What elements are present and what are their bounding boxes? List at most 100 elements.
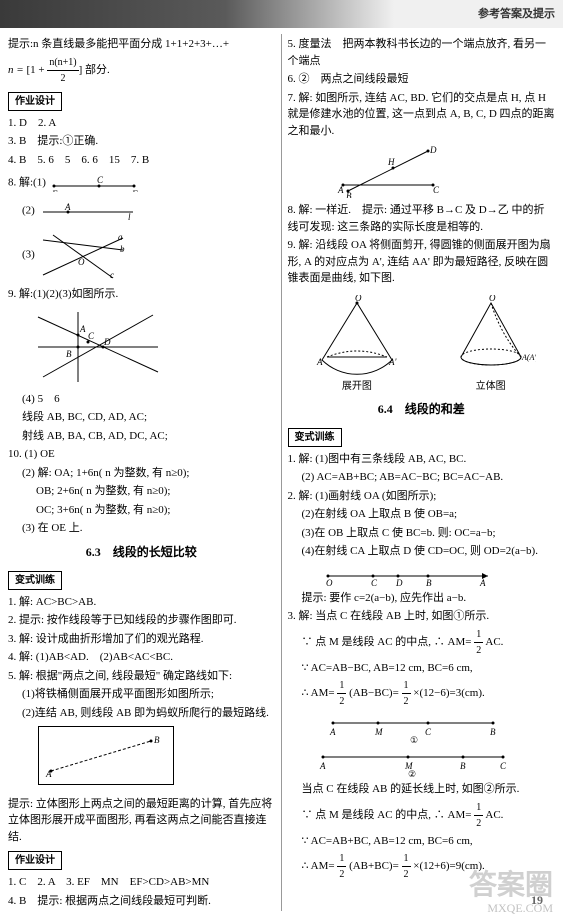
- svg-text:O: O: [355, 295, 362, 303]
- svg-text:B: B: [426, 578, 432, 586]
- answer-9: 9. 解:(1)(2)(3)如图所示.: [8, 286, 275, 303]
- r2-tip: 提示: 要作 c=2(a−b), 应先作出 a−b.: [288, 590, 556, 607]
- svg-text:O: O: [489, 295, 496, 303]
- svg-text:c: c: [110, 270, 114, 280]
- svg-text:l: l: [128, 212, 131, 220]
- svg-text:O: O: [78, 257, 85, 267]
- page-header: 参考答案及提示: [0, 0, 563, 28]
- r3-3: ∵ AC=AB−BC, AB=12 cm, BC=6 cm,: [288, 660, 556, 677]
- bs-5-2: (2)连结 AB, 则线段 AB 即为蚂蚁所爬行的最短路线.: [8, 705, 275, 722]
- answer-1-2: 1. D 2. A: [8, 115, 275, 132]
- answer-8-3: (3) a b c O: [8, 226, 275, 284]
- r2-2: (2)在射线 OA 上取点 B 使 OB=a;: [288, 506, 556, 523]
- svg-text:A: A: [45, 769, 52, 778]
- figure-ant-box: A B: [38, 726, 174, 785]
- figure-8-2: A l: [38, 202, 138, 220]
- svg-text:A: A: [316, 357, 323, 367]
- answer-9-4: (4) 5 6: [8, 391, 275, 408]
- cone-figures: O A A' 展开图 O A(A') 立体图: [288, 291, 556, 394]
- content-wrapper: 提示:n 条直线最多能把平面分成 1+1+2+3+…+ n = [1 + n(n…: [0, 28, 563, 917]
- section-label-variant2: 变式训练: [288, 428, 342, 447]
- r3-6-line: ∵ 点 M 是线段 AC 的中点, ∴ AM= 12 AC.: [288, 800, 556, 831]
- r3-8-line: ∴ AM= 12 (AB+BC)= 12 ×(12+6)=9(cm).: [288, 851, 556, 882]
- bs-tip: 提示: 立体图形上两点之间的最短距离的计算, 首先应将立体图形展开成平面图形, …: [8, 796, 275, 846]
- r8: 8. 解: 一样近. 提示: 通过平移 B→C 及 D→乙 中的折线可发现: 这…: [288, 202, 556, 235]
- r1-2: (2) AC=AB+BC; AB=AC−BC; BC=AC−AB.: [288, 469, 556, 486]
- section-6-3-title: 6.3 线段的长短比较: [8, 543, 275, 561]
- svg-text:A(A'): A(A'): [521, 353, 536, 362]
- answer-8: 8. 解:(1) E C F: [8, 170, 275, 196]
- svg-text:C: C: [425, 727, 432, 737]
- svg-text:D: D: [395, 578, 403, 586]
- answer-3: 3. B 提示:①正确.: [8, 133, 275, 150]
- r6: 6. ② 两点之间线段最短: [288, 71, 556, 88]
- svg-text:②: ②: [408, 769, 416, 777]
- figure-cone-unfold: O A A': [307, 295, 407, 375]
- label-unfold: 展开图: [307, 379, 407, 394]
- bs-5-1: (1)将铁桶侧面展开成平面图形如图所示;: [8, 686, 275, 703]
- right-column: 5. 度量法 把两本教科书长边的一个端点放齐, 看另一个端点 6. ② 两点之间…: [282, 34, 556, 911]
- bs-3: 3. 解: 设计成曲折形增加了们的观光路程.: [8, 631, 275, 648]
- figure-8-3: a b c O: [38, 230, 128, 280]
- r9: 9. 解: 沿线段 OA 将侧面剪开, 得圆锥的侧面展开图为扇形, A 的对应点…: [288, 237, 556, 287]
- label-solid: 立体图: [446, 379, 536, 394]
- svg-text:A: A: [337, 185, 344, 195]
- svg-text:M: M: [374, 727, 383, 737]
- cone-unfold: O A A' 展开图: [307, 291, 407, 394]
- r1-1: 1. 解: (1)图中有三条线段 AB, AC, BC.: [288, 451, 556, 468]
- svg-text:H: H: [387, 157, 395, 167]
- svg-text:B: B: [346, 191, 352, 198]
- svg-text:a: a: [118, 232, 123, 242]
- svg-text:B: B: [154, 735, 160, 745]
- figure-r7: A B C D H: [328, 143, 448, 198]
- answer-9-ray: 射线 AB, BA, CB, AD, DC, AC;: [8, 428, 275, 445]
- svg-text:B: B: [460, 761, 466, 771]
- r2-1: 2. 解: (1)画射线 OA (如图所示);: [288, 488, 556, 505]
- r3-1: 3. 解: 当点 C 在线段 AB 上时, 如图①所示.: [288, 608, 556, 625]
- answer-10: 10. (1) OE: [8, 446, 275, 463]
- answer-10-2c: OC; 3+6n( n 为整数, 有 n≥0);: [8, 502, 275, 519]
- bs-2: 2. 提示: 按作线段等于已知线段的步骤作图即可.: [8, 612, 275, 629]
- svg-text:O: O: [326, 578, 333, 586]
- svg-text:D: D: [429, 145, 437, 155]
- tip-formula: n = [1 + n(n+1)2] 部分.: [8, 55, 275, 86]
- figure-cone-solid: O A(A'): [446, 295, 536, 375]
- header-title: 参考答案及提示: [478, 6, 555, 23]
- figure-ant: A B: [41, 733, 171, 778]
- r5: 5. 度量法 把两本教科书长边的一个端点放齐, 看另一个端点: [288, 36, 556, 69]
- r3-2-line: ∵ 点 M 是线段 AC 的中点, ∴ AM= 12 AC.: [288, 627, 556, 658]
- svg-text:A': A': [388, 357, 397, 367]
- figure-r3-1: A M C B ①: [318, 713, 508, 743]
- svg-text:C: C: [500, 761, 507, 771]
- figure-r2: O C D B A: [318, 564, 498, 586]
- figure-r3-2: A M B C ②: [308, 747, 518, 777]
- svg-text:C: C: [433, 185, 440, 195]
- bs-5: 5. 解: 根据"两点之间, 线段最短" 确定路线如下:: [8, 668, 275, 685]
- svg-text:①: ①: [410, 735, 418, 743]
- r2-3: (3)在 OB 上取点 C 使 BC=b. 则: OC=a−b;: [288, 525, 556, 542]
- svg-text:A: A: [79, 324, 86, 334]
- figure-8-1: E C F: [49, 174, 139, 192]
- answer-10-2b: OB; 2+6n( n 为整数, 有 n≥0);: [8, 483, 275, 500]
- svg-text:F: F: [131, 189, 138, 192]
- r2-4: (4)在射线 CA 上取点 D 使 CD=OC, 则 OD=2(a−b).: [288, 543, 556, 560]
- figure-9: A B C D: [28, 307, 168, 387]
- svg-text:E: E: [51, 189, 58, 192]
- svg-text:C: C: [88, 331, 95, 341]
- svg-text:A: A: [319, 761, 326, 771]
- svg-text:D: D: [103, 337, 111, 347]
- z-4: 4. B 提示: 根据两点之间线段最短可判断.: [8, 893, 275, 910]
- answer-9-seg: 线段 AB, BC, CD, AD, AC;: [8, 409, 275, 426]
- svg-text:A: A: [64, 202, 71, 212]
- bs-1: 1. 解: AC>BC>AB.: [8, 594, 275, 611]
- answer-4-7: 4. B 5. 6 5 6. 6 15 7. B: [8, 152, 275, 169]
- tip-line1: 提示:n 条直线最多能把平面分成 1+1+2+3+…+: [8, 36, 275, 53]
- left-column: 提示:n 条直线最多能把平面分成 1+1+2+3+…+ n = [1 + n(n…: [8, 34, 282, 911]
- bs-4: 4. 解: (1)AB<AD. (2)AB<AC<BC.: [8, 649, 275, 666]
- section-label-homework2: 作业设计: [8, 851, 62, 870]
- answer-10-3: (3) 在 OE 上.: [8, 520, 275, 537]
- cone-solid: O A(A') 立体图: [446, 291, 536, 394]
- svg-text:C: C: [97, 175, 104, 185]
- svg-text:B: B: [66, 349, 72, 359]
- svg-text:C: C: [371, 578, 378, 586]
